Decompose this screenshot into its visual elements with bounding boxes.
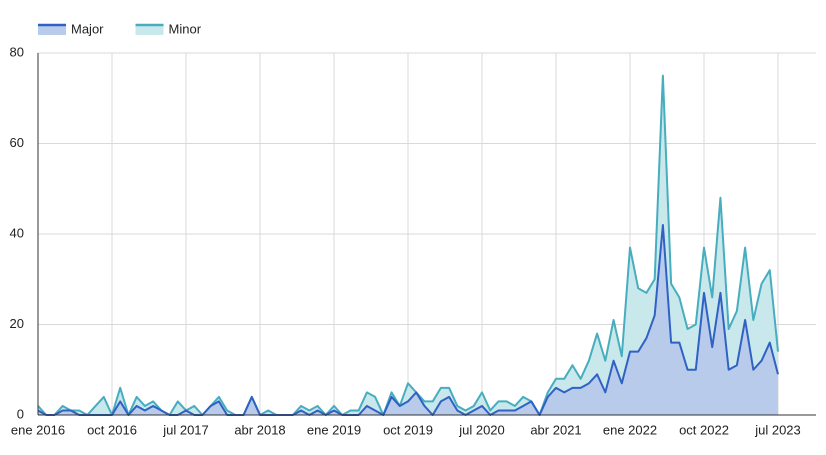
- x-tick-label: jul 2020: [458, 422, 505, 437]
- y-tick-label: 40: [10, 225, 24, 240]
- x-tick-label: ene 2019: [307, 422, 361, 437]
- legend-label: Major: [71, 21, 104, 36]
- x-tick-label: abr 2018: [234, 422, 285, 437]
- legend-swatch: [135, 24, 164, 35]
- line: [37, 223, 779, 416]
- x-tick-label: ene 2016: [11, 422, 65, 437]
- x-tick-label: jul 2023: [754, 422, 801, 437]
- x-tick-label: jul 2017: [162, 422, 209, 437]
- legend-label: Minor: [169, 21, 202, 36]
- x-tick-label: oct 2022: [679, 422, 729, 437]
- x-tick-label: oct 2016: [87, 422, 137, 437]
- y-tick-label: 20: [10, 316, 24, 331]
- x-tick-label: ene 2022: [603, 422, 657, 437]
- x-tick-label: oct 2019: [383, 422, 433, 437]
- area: [38, 224, 778, 415]
- x-tick-label: abr 2021: [530, 422, 581, 437]
- y-tick-label: 80: [10, 44, 24, 59]
- y-tick-label: 60: [10, 135, 24, 150]
- legend-swatch: [38, 24, 66, 35]
- y-tick-label: 0: [17, 406, 24, 421]
